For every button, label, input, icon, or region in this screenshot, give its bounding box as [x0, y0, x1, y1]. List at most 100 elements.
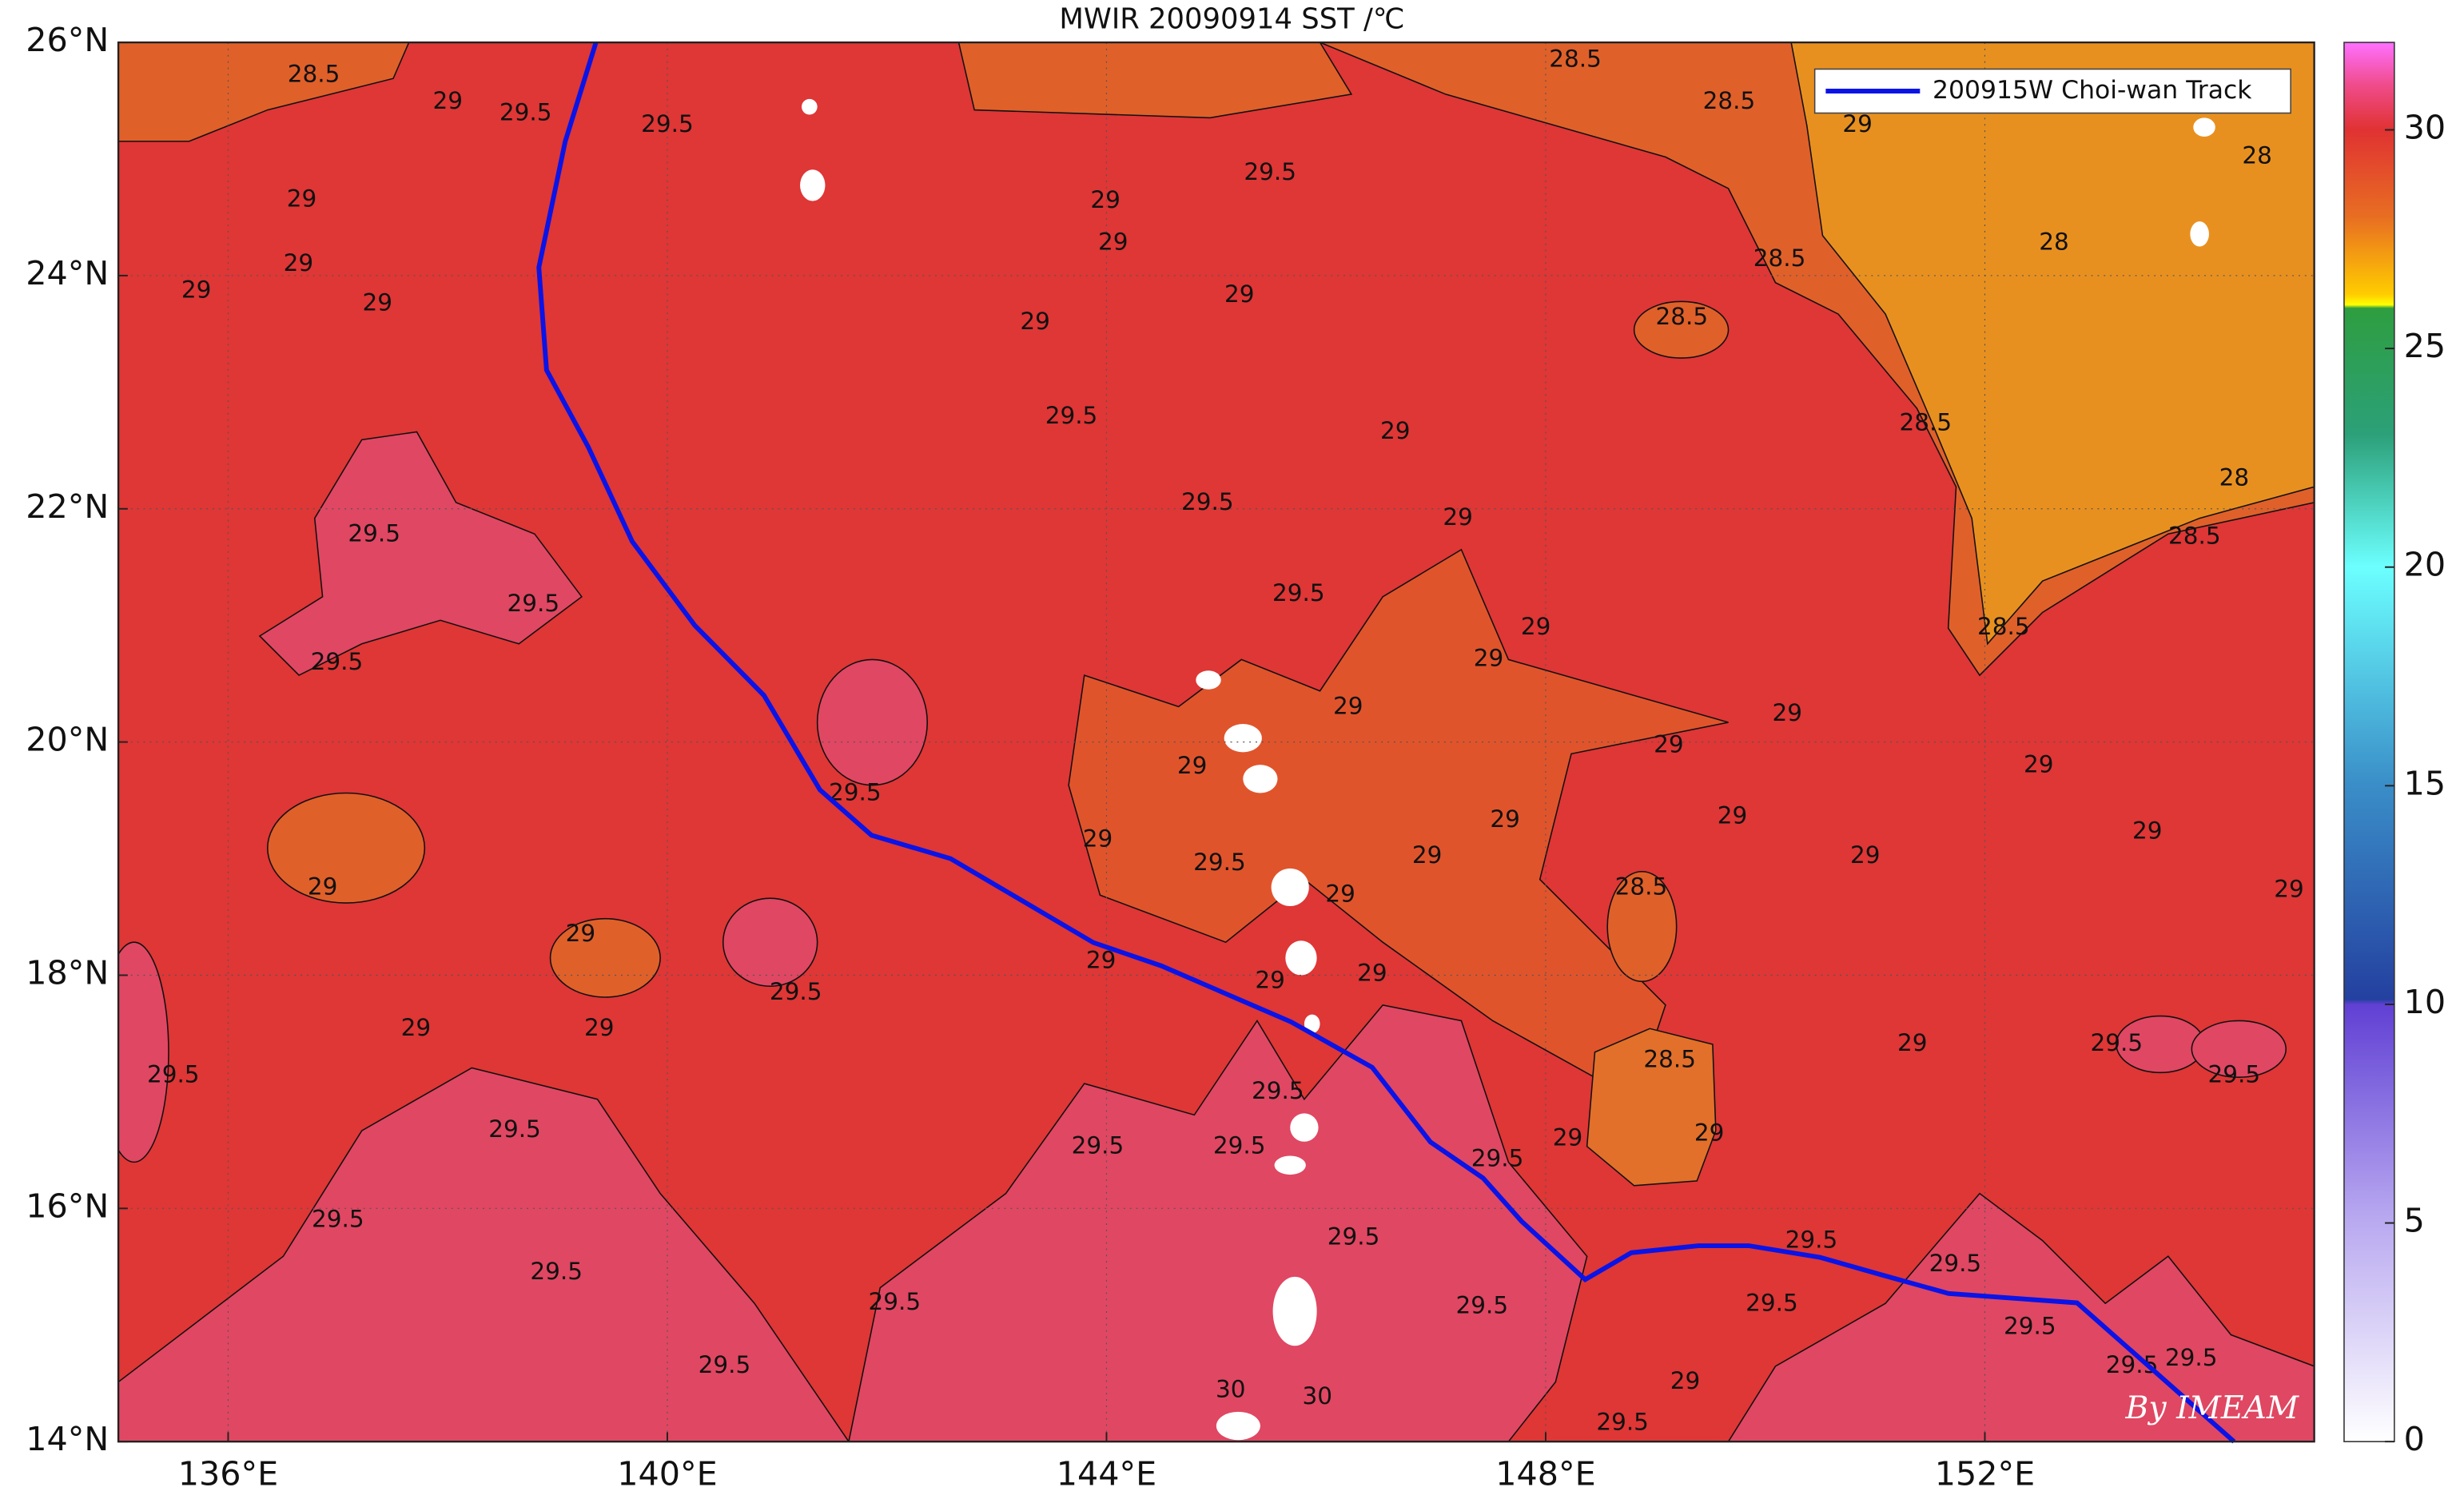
colorbar-tick-label: 30	[2404, 109, 2446, 147]
contour-label: 28	[2242, 142, 2272, 169]
contour-label: 29.5	[2208, 1060, 2261, 1087]
sst-region	[118, 941, 169, 1163]
contour-label: 29.5	[500, 99, 552, 126]
contour-label: 28.5	[1899, 409, 1952, 436]
contour-label: 29.5	[530, 1258, 583, 1285]
colorbar-tick-label: 20	[2404, 546, 2446, 584]
sst-region	[1727, 1192, 2315, 1442]
watermark: By IMEAM	[2125, 1390, 2300, 1426]
sst-region	[118, 42, 410, 142]
contour-label: 29	[2024, 750, 2054, 777]
contour-label: 29.5	[1745, 1289, 1798, 1316]
contour-label: 29.5	[1213, 1131, 1266, 1159]
contour-label: 30	[1216, 1375, 1246, 1402]
contour-label: 28	[2039, 229, 2068, 256]
colorbar-tick-label: 25	[2404, 327, 2446, 365]
contour-label: 29	[1772, 699, 1802, 726]
contour-label: 29.5	[829, 778, 882, 805]
contour-label: 29.5	[1328, 1223, 1380, 1250]
sst-region	[1633, 300, 1730, 359]
contour-label: 29.5	[312, 1205, 364, 1232]
contour-label: 29.5	[869, 1288, 922, 1315]
y-tick-label: 24°N	[26, 254, 109, 292]
contour-label: 29.5	[1072, 1131, 1125, 1159]
contour-label: 29	[1255, 966, 1284, 993]
contour-label: 28.5	[1703, 87, 1756, 114]
sst-field	[118, 42, 2315, 1442]
contour-label: 29	[2274, 875, 2304, 902]
track-layer	[536, 42, 2236, 1444]
contour-label: 29.5	[2091, 1029, 2144, 1056]
contour-label: 29	[1325, 880, 1355, 907]
sst-region	[549, 917, 661, 998]
contour-label: 29	[1083, 825, 1113, 853]
colorbar-tick-label: 5	[2404, 1202, 2425, 1240]
contour-label: 29	[1443, 503, 1473, 531]
contour-label: 28.5	[1549, 45, 1602, 72]
sst-region	[1606, 870, 1678, 983]
missing-data	[800, 98, 2215, 1441]
contour-label: 29	[284, 249, 314, 276]
y-tick-label: 22°N	[26, 487, 109, 526]
sst-region	[722, 897, 818, 988]
contour-label: 29.5	[1929, 1250, 1982, 1277]
missing-spot	[2193, 117, 2215, 137]
contour-label: 29	[1412, 841, 1443, 869]
contour-label: 29.5	[1785, 1227, 1838, 1254]
contour-label: 29.5	[699, 1351, 751, 1378]
contour-label: 29	[1333, 692, 1363, 719]
map-title: MWIR 20090914 SST /℃	[1059, 3, 1404, 36]
contour-label: 29	[432, 87, 463, 114]
y-tick-label: 20°N	[26, 721, 109, 759]
y-tick-label: 14°N	[26, 1420, 109, 1458]
contour-label: 29	[1380, 417, 1410, 444]
y-tick-label: 26°N	[26, 21, 109, 59]
y-tick-label: 18°N	[26, 953, 109, 992]
contour-label: 29.5	[1244, 158, 1296, 185]
missing-spot	[801, 98, 818, 115]
contour-label: 29.5	[1272, 579, 1325, 606]
contour-labels: 28.5 29 29.5 29.5 29 29 29 29 29.5 29.5 29.5 28.5 28…	[147, 45, 2304, 1435]
contour-label: 29.5	[508, 590, 560, 617]
x-tick-label: 144°E	[1057, 1454, 1156, 1493]
legend: 200915W Choi-wan Track	[1813, 68, 2291, 114]
contour-label: 29	[1177, 752, 1207, 779]
colorbar-tick-label: 15	[2404, 764, 2446, 802]
missing-spot	[2190, 221, 2209, 247]
contour-label: 29	[401, 1014, 432, 1041]
contour-label: 29	[1553, 1123, 1583, 1151]
x-tick-label: 140°E	[617, 1454, 717, 1493]
contour-label: 29	[181, 276, 211, 303]
plot-frame	[117, 41, 2315, 1443]
contour-label: 29	[287, 185, 317, 213]
contour-label: 29.5	[348, 519, 400, 547]
sst-region	[2191, 1020, 2287, 1079]
contour-label: 29.5	[2165, 1344, 2218, 1371]
contour-label: 29	[1098, 229, 1129, 256]
missing-spot	[1285, 940, 1317, 976]
contour-label: 29.5	[1471, 1145, 1524, 1172]
sst-region	[1586, 1028, 1717, 1187]
contour-label: 29	[1020, 308, 1050, 335]
missing-spot	[1274, 1155, 1306, 1175]
contour-label: 28.5	[288, 60, 340, 87]
contour-label: 29.5	[147, 1060, 200, 1087]
contour-label: 28.5	[1615, 873, 1668, 901]
contour-label: 29.5	[1045, 402, 1098, 429]
contour-label: 29	[1357, 960, 1387, 987]
contour-label: 29	[1897, 1029, 1928, 1056]
contour-label: 29.5	[311, 648, 364, 675]
contour-label: 29	[1694, 1119, 1725, 1146]
sst-region	[816, 658, 929, 786]
contour-label: 29	[2132, 817, 2162, 844]
contour-label: 28.5	[1643, 1045, 1696, 1072]
contour-label: 29	[584, 1014, 615, 1041]
contour-label: 29	[1842, 110, 1872, 137]
x-tick-label: 136°E	[178, 1454, 278, 1493]
contour-label: 29.5	[641, 110, 694, 137]
contour-label: 29.5	[770, 978, 822, 1005]
missing-spot	[1224, 724, 1262, 753]
contour-label: 28.5	[1656, 303, 1709, 330]
missing-spot	[1304, 1014, 1320, 1034]
